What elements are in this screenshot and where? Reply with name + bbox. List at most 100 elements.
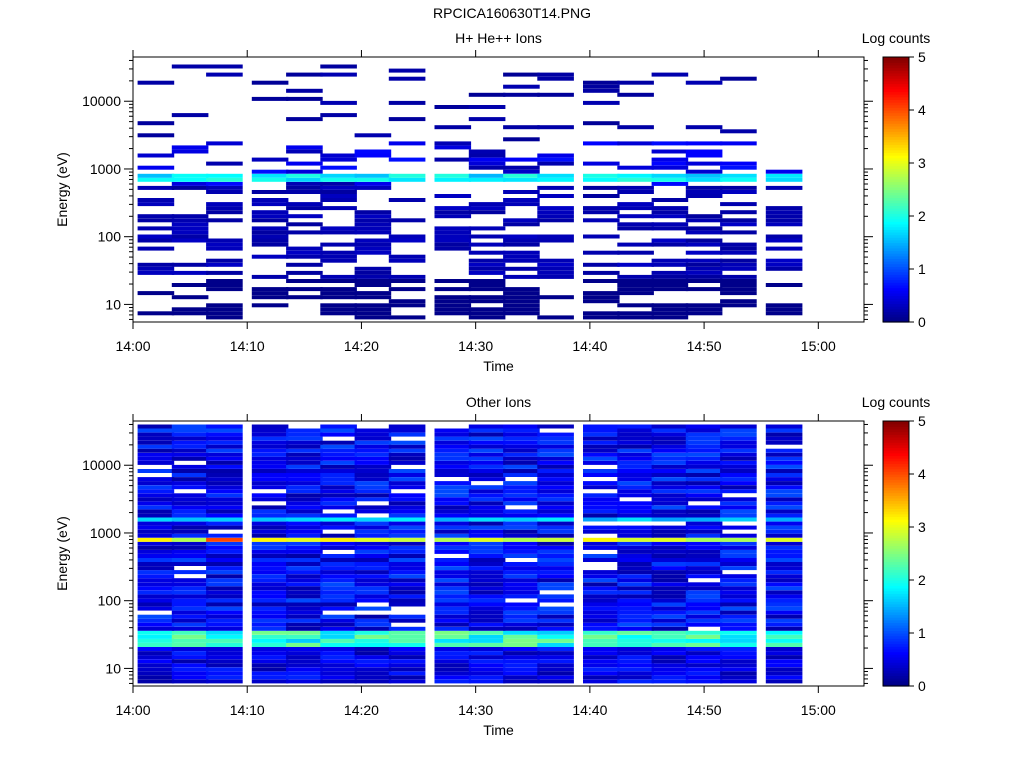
panel-title: H+ He++ Ions — [455, 30, 542, 46]
heatmap-cell — [617, 618, 654, 623]
heatmap-cell — [617, 529, 654, 534]
heatmap-cell — [720, 638, 757, 643]
heatmap-cell — [468, 509, 506, 514]
colorbar-band — [883, 648, 909, 653]
heatmap-cell — [685, 554, 723, 558]
heatmap-cell — [137, 121, 175, 126]
heatmap-cell — [468, 533, 506, 538]
heatmap-cell — [685, 679, 723, 684]
heatmap-cell — [765, 460, 803, 465]
heatmap-cell — [286, 586, 323, 591]
heatmap-cell — [251, 558, 289, 562]
heatmap-cell — [583, 501, 620, 506]
heatmap-cell — [685, 464, 723, 469]
heatmap-cell — [434, 545, 472, 550]
heatmap-cell — [171, 513, 209, 518]
heatmap-cell — [286, 509, 323, 514]
heatmap-cell — [583, 525, 620, 530]
heatmap-cell — [354, 477, 392, 482]
heatmap-cell — [388, 513, 426, 518]
heatmap-cell — [251, 554, 289, 558]
heatmap-cell — [685, 448, 723, 453]
heatmap-cell — [617, 594, 654, 599]
heatmap-cell — [468, 659, 506, 664]
colorbar-band — [883, 646, 909, 650]
heatmap-cell — [320, 242, 357, 247]
heatmap-cell — [434, 246, 472, 251]
heatmap-cell — [320, 586, 357, 591]
heatmap-cell — [388, 258, 426, 263]
heatmap-cell — [171, 554, 209, 558]
heatmap-cell — [137, 667, 175, 672]
heatmap-cell — [720, 501, 757, 506]
heatmap-cell — [206, 634, 243, 639]
heatmap-cell — [765, 671, 803, 676]
heatmap-cell — [320, 190, 357, 194]
heatmap-cell — [137, 177, 175, 182]
heatmap-cell — [320, 663, 357, 668]
colorbar-band — [883, 136, 909, 140]
x-tick-label: 14:20 — [344, 702, 379, 718]
colorbar-band — [883, 112, 909, 116]
colorbar-band — [883, 640, 909, 645]
heatmap-cell — [503, 436, 540, 441]
heatmap-cell — [354, 655, 392, 660]
heatmap-cell — [503, 541, 540, 546]
heatmap-cell — [583, 141, 620, 146]
colorbar-band — [883, 593, 909, 597]
heatmap-cell — [685, 541, 723, 546]
colorbar-band — [883, 622, 909, 626]
heatmap-cell — [206, 659, 243, 664]
heatmap-cell — [537, 262, 574, 267]
colorbar-band — [883, 497, 909, 502]
colorbar-band — [883, 590, 909, 594]
heatmap-cell — [206, 206, 243, 211]
heatmap-cell — [720, 659, 757, 664]
colorbar-band — [883, 466, 909, 470]
heatmap-cell — [537, 238, 574, 243]
heatmap-cell — [206, 574, 243, 579]
heatmap-cell — [537, 234, 574, 239]
heatmap-cell — [651, 274, 689, 279]
heatmap-cell — [503, 291, 540, 296]
heatmap-cell — [286, 72, 323, 77]
heatmap-cell — [720, 651, 757, 656]
heatmap-cell — [583, 80, 620, 85]
heatmap-cell — [354, 525, 392, 530]
colorbar-band — [883, 421, 909, 425]
heatmap-cell — [137, 643, 175, 647]
heatmap-cell — [251, 295, 289, 300]
heatmap-cell — [685, 432, 723, 437]
heatmap-cell — [171, 452, 209, 457]
heatmap-cell — [617, 448, 654, 453]
heatmap-cell — [651, 582, 689, 587]
heatmap-cell — [651, 283, 689, 287]
heatmap-cell — [685, 493, 723, 498]
heatmap-cell — [434, 210, 472, 215]
colorbar-band — [883, 442, 909, 446]
heatmap-cell — [251, 190, 289, 194]
colorbar-band — [883, 157, 909, 161]
heatmap-cell — [765, 558, 803, 562]
heatmap-cell — [171, 238, 209, 243]
colorbar-band — [883, 242, 909, 246]
heatmap-cell — [617, 185, 654, 190]
colorbar-band — [883, 221, 909, 225]
heatmap-cell — [286, 622, 323, 627]
heatmap-cell — [434, 602, 472, 607]
heatmap-cell — [286, 659, 323, 664]
heatmap-cell — [171, 283, 209, 287]
colorbar-band — [883, 290, 909, 294]
heatmap-cell — [685, 456, 723, 461]
heatmap-cell — [388, 481, 426, 486]
heatmap-cell — [468, 618, 506, 623]
heatmap-cell — [137, 578, 175, 583]
colorbar-band — [883, 474, 909, 478]
heatmap-cell — [765, 618, 803, 623]
heatmap-cell — [388, 598, 426, 603]
colorbar-band — [883, 229, 909, 233]
colorbar-band — [883, 572, 909, 576]
heatmap-cell — [765, 622, 803, 627]
heatmap-cell — [503, 485, 540, 490]
heatmap-cell — [320, 311, 357, 316]
